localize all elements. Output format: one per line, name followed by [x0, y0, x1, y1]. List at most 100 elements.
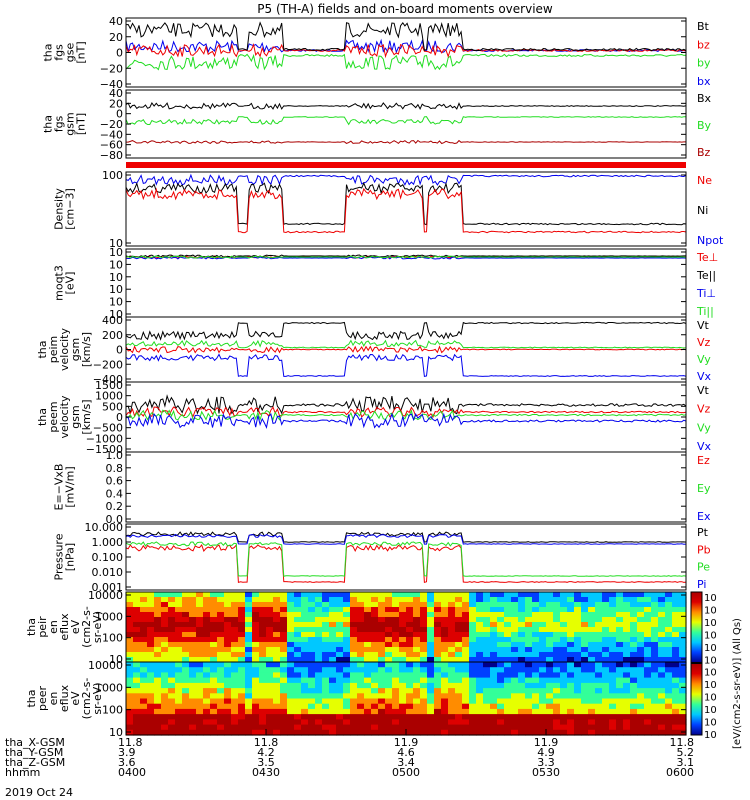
heatmap-cell	[497, 672, 505, 679]
heatmap-cell	[210, 652, 218, 658]
colorbar-tick-label: 10	[704, 718, 717, 729]
heatmap-cell	[616, 703, 624, 710]
heatmap-cell	[441, 657, 449, 663]
heatmap-cell	[462, 592, 470, 598]
heatmap-cell	[182, 652, 190, 658]
heatmap-cell	[581, 724, 589, 731]
heatmap-cell	[343, 632, 351, 638]
heatmap-cell	[224, 602, 232, 608]
heatmap-cell	[364, 682, 372, 689]
heatmap-cell	[672, 672, 680, 679]
heatmap-cell	[238, 652, 246, 658]
heatmap-cell	[427, 667, 435, 673]
heatmap-cell	[672, 719, 680, 726]
heatmap-cell	[574, 729, 582, 736]
heatmap-cell	[455, 698, 463, 705]
heatmap-cell	[490, 698, 498, 705]
heatmap-cell	[448, 637, 456, 643]
heatmap-cell	[567, 622, 575, 628]
y-tick-label: 10	[109, 246, 123, 259]
heatmap-cell	[581, 622, 589, 628]
legend-entry: bz	[697, 38, 710, 51]
heatmap-cell	[525, 729, 533, 736]
heatmap-cell	[245, 708, 253, 715]
heatmap-cell	[175, 662, 183, 668]
heatmap-cell	[630, 637, 638, 643]
legend-entry: Vt	[697, 319, 710, 332]
heatmap-cell	[189, 719, 197, 726]
heatmap-cell	[532, 729, 540, 736]
heatmap-cell	[357, 617, 365, 623]
heatmap-cell	[210, 637, 218, 643]
heatmap-cell	[644, 714, 652, 720]
heatmap-cell	[238, 602, 246, 608]
heatmap-cell	[462, 729, 470, 736]
heatmap-cell	[378, 714, 386, 720]
heatmap-cell	[357, 612, 365, 618]
heatmap-cell	[364, 607, 372, 613]
heatmap-cell	[266, 602, 274, 608]
heatmap-cell	[595, 662, 603, 668]
heatmap-cell	[224, 708, 232, 715]
heatmap-cell	[441, 719, 449, 726]
heatmap-cell	[126, 688, 134, 694]
heatmap-cell	[567, 612, 575, 618]
by-series-line	[125, 53, 687, 71]
heatmap-cell	[658, 693, 666, 700]
heatmap-cell	[322, 637, 330, 643]
heatmap-cell	[252, 602, 260, 608]
heatmap-cell	[420, 637, 428, 643]
heatmap-cell	[609, 724, 617, 731]
heatmap-cell	[420, 714, 428, 720]
heatmap-cell	[280, 667, 288, 673]
heatmap-cell	[539, 677, 547, 684]
heatmap-cell	[217, 662, 225, 668]
heatmap-cell	[546, 714, 554, 720]
heatmap-cell	[273, 662, 281, 668]
heatmap-cell	[147, 662, 155, 668]
heatmap-cell	[301, 708, 309, 715]
heatmap-cell	[455, 622, 463, 628]
heatmap-cell	[518, 672, 526, 679]
heatmap-cell	[140, 642, 148, 648]
heatmap-cell	[196, 602, 204, 608]
heatmap-cell	[413, 714, 421, 720]
heatmap-cell	[658, 714, 666, 720]
heatmap-cell	[315, 627, 323, 633]
heatmap-cell	[427, 627, 435, 633]
heatmap-cell	[364, 617, 372, 623]
heatmap-cell	[560, 667, 568, 673]
heatmap-cell	[385, 597, 393, 603]
heatmap-cell	[644, 637, 652, 643]
heatmap-cell	[273, 622, 281, 628]
heatmap-cell	[126, 682, 134, 689]
heatmap-cell	[483, 677, 491, 684]
heatmap-cell	[455, 729, 463, 736]
heatmap-cell	[595, 597, 603, 603]
heatmap-cell	[546, 617, 554, 623]
heatmap-cell	[406, 602, 414, 608]
heatmap-cell	[539, 617, 547, 623]
heatmap-cell	[378, 657, 386, 663]
heatmap-cell	[525, 597, 533, 603]
heatmap-cell	[504, 698, 512, 705]
heatmap-cell	[553, 729, 561, 736]
heatmap-cell	[210, 612, 218, 618]
heatmap-cell	[126, 729, 134, 736]
legend-entry: Vy	[697, 353, 711, 366]
heatmap-cell	[140, 703, 148, 710]
y-tick-label: 0.100	[92, 551, 124, 564]
heatmap-cell	[679, 642, 687, 648]
heatmap-cell	[574, 622, 582, 628]
heatmap-cell	[343, 652, 351, 658]
heatmap-cell	[427, 698, 435, 705]
heatmap-cell	[539, 632, 547, 638]
heatmap-cell	[581, 698, 589, 705]
heatmap-cell	[399, 652, 407, 658]
heatmap-cell	[525, 672, 533, 679]
heatmap-cell	[651, 602, 659, 608]
heatmap-cell	[679, 602, 687, 608]
heatmap-cell	[504, 637, 512, 643]
heatmap-cell	[595, 612, 603, 618]
